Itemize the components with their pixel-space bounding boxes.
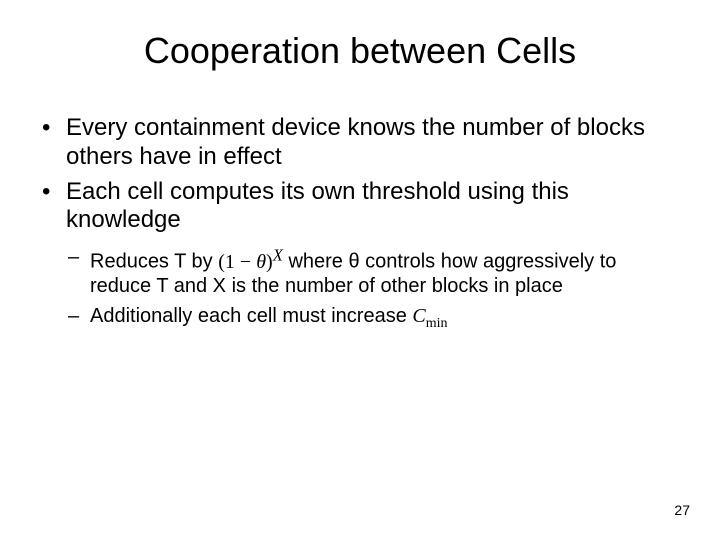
bullet-item: Every containment device knows the numbe… [38,114,682,172]
slide-container: Cooperation between Cells Every containm… [0,0,720,540]
sub-bullet-list: Reduces T by (1 − θ)X where θ controls h… [38,245,682,332]
formula-one-minus-theta-x: (1 − θ)X [218,251,283,273]
formula-c-min: Cmin [412,305,447,327]
bullet-list: Every containment device knows the numbe… [38,114,682,333]
sub-bullet-text-prefix: Reduces T by [90,251,218,273]
sub-bullet-item: Reduces T by (1 − θ)X where θ controls h… [38,245,682,298]
page-number: 27 [674,502,690,518]
slide-title: Cooperation between Cells [38,30,682,72]
sub-bullet-item: Additionally each cell must increase Cmi… [38,304,682,333]
bullet-item: Each cell computes its own threshold usi… [38,178,682,236]
sub-bullet-text-prefix: Additionally each cell must increase [90,305,412,327]
